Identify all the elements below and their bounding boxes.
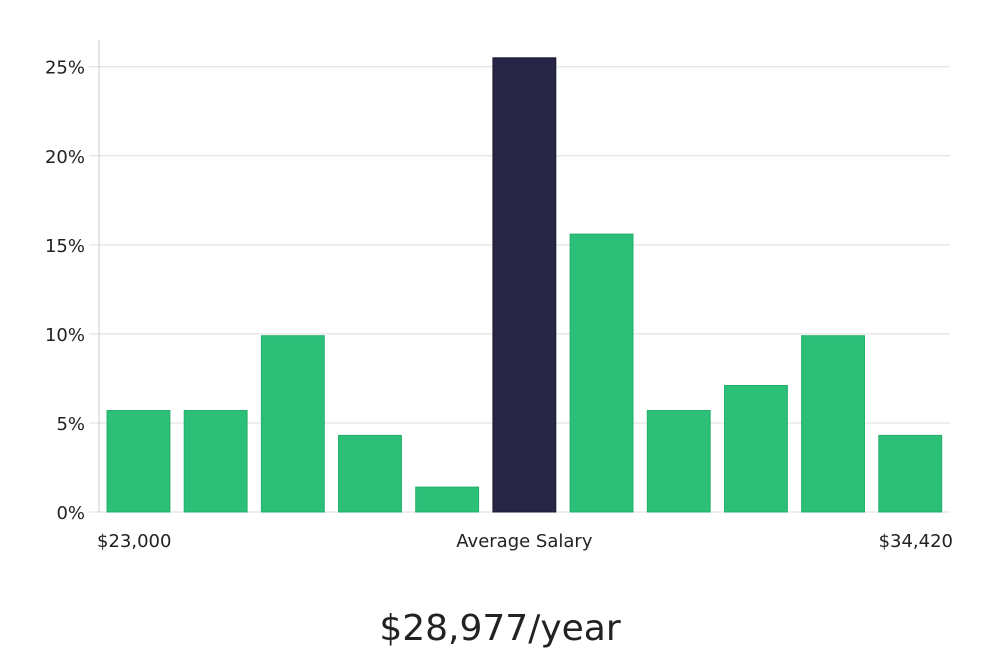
average-salary-value: $28,977/year: [379, 608, 621, 649]
bar: [260, 335, 325, 513]
y-tick-label: 10%: [45, 325, 85, 346]
x-max-label: $34,420: [879, 531, 953, 552]
y-tick-label: 25%: [45, 58, 85, 79]
x-axis-title: Average Salary: [456, 531, 593, 552]
bar: [415, 486, 480, 513]
bar-average-highlight: [492, 57, 557, 513]
bar: [646, 410, 711, 513]
y-tick-label: 5%: [56, 414, 85, 435]
bar: [106, 410, 171, 513]
y-tick-label: 15%: [45, 236, 85, 257]
bar: [724, 385, 788, 513]
salary-histogram: 0% 5% 10% 15% 20% 25% $23,000 Average Salary $34…: [45, 40, 953, 552]
x-min-label: $23,000: [97, 531, 171, 552]
bar: [569, 233, 634, 513]
bar: [338, 434, 402, 513]
bar: [183, 410, 248, 513]
bar: [878, 434, 943, 513]
y-tick-label: 20%: [45, 147, 85, 168]
bar: [801, 335, 865, 513]
y-tick-label: 0%: [56, 503, 85, 524]
